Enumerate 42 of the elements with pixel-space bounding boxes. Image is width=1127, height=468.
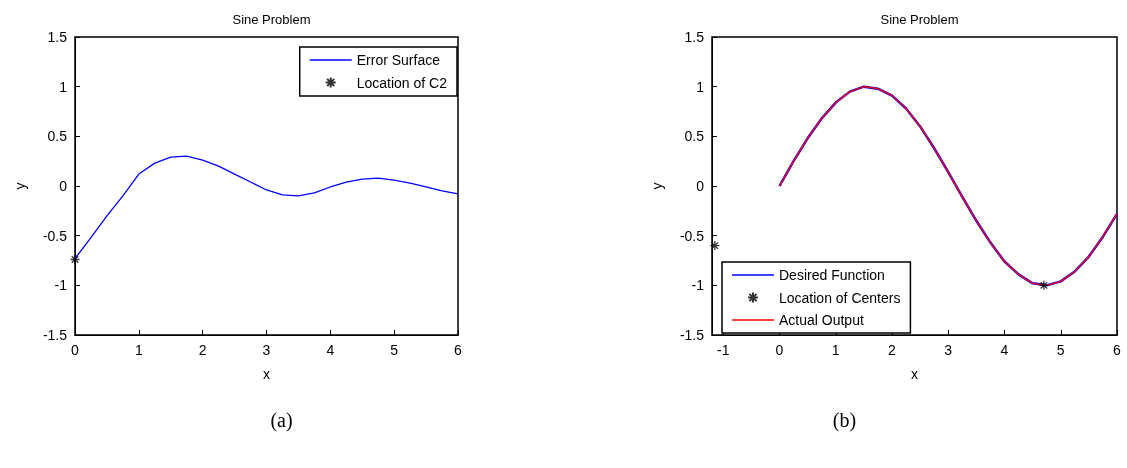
x-tick-label: 4 bbox=[1000, 342, 1009, 358]
legend-label: Location of C2 bbox=[356, 74, 448, 91]
x-tick-label: -1 bbox=[717, 342, 730, 358]
x-tick-label: 4 bbox=[326, 342, 335, 358]
y-tick-label: 0 bbox=[696, 178, 705, 194]
legend-label: Location of Centers bbox=[779, 289, 901, 306]
chart-title: Sine Problem bbox=[880, 12, 959, 27]
x-tick-label: 1 bbox=[134, 342, 143, 358]
y-axis-title: y bbox=[649, 182, 665, 190]
x-tick-label: 2 bbox=[198, 342, 207, 358]
legend-label: Error Surface bbox=[356, 52, 441, 68]
x-tick-label: 6 bbox=[1113, 342, 1122, 358]
legend-label: Desired Function bbox=[779, 267, 885, 283]
y-tick-label: 1.5 bbox=[684, 29, 705, 45]
y-tick-label: 0 bbox=[59, 178, 68, 194]
text: (a) bbox=[270, 409, 293, 432]
text: (b) bbox=[832, 409, 857, 432]
x-tick-label: 6 bbox=[454, 342, 463, 358]
x-tick-label: 5 bbox=[390, 342, 399, 358]
y-tick-label: 0.5 bbox=[47, 128, 68, 145]
y-tick-label: -1.5 bbox=[42, 327, 68, 343]
y-tick-label: -1.5 bbox=[679, 327, 705, 343]
x-tick-label: 1 bbox=[831, 342, 840, 358]
x-tick-label: 2 bbox=[888, 342, 897, 358]
x-tick-label: 0 bbox=[71, 342, 80, 358]
chart-title: Sine Problem bbox=[232, 12, 311, 27]
y-tick-label: -0.5 bbox=[42, 227, 68, 244]
y-tick-label: -1 bbox=[691, 277, 705, 294]
y-tick-label: 0.5 bbox=[684, 128, 705, 145]
x-tick-label: 5 bbox=[1056, 342, 1065, 358]
y-axis-title: y bbox=[12, 182, 28, 190]
x-axis-title: x bbox=[263, 366, 270, 382]
y-tick-label: 1 bbox=[59, 78, 68, 95]
y-tick-label: -1 bbox=[54, 277, 68, 294]
x-tick-label: 3 bbox=[262, 342, 271, 358]
x-axis-title: x bbox=[911, 366, 918, 382]
legend-label: Actual Output bbox=[779, 312, 864, 328]
y-tick-label: -0.5 bbox=[679, 227, 705, 244]
x-tick-label: 0 bbox=[775, 342, 784, 358]
x-tick-label: 3 bbox=[944, 342, 953, 358]
y-tick-label: 1.5 bbox=[47, 29, 68, 45]
y-tick-label: 1 bbox=[696, 78, 705, 95]
